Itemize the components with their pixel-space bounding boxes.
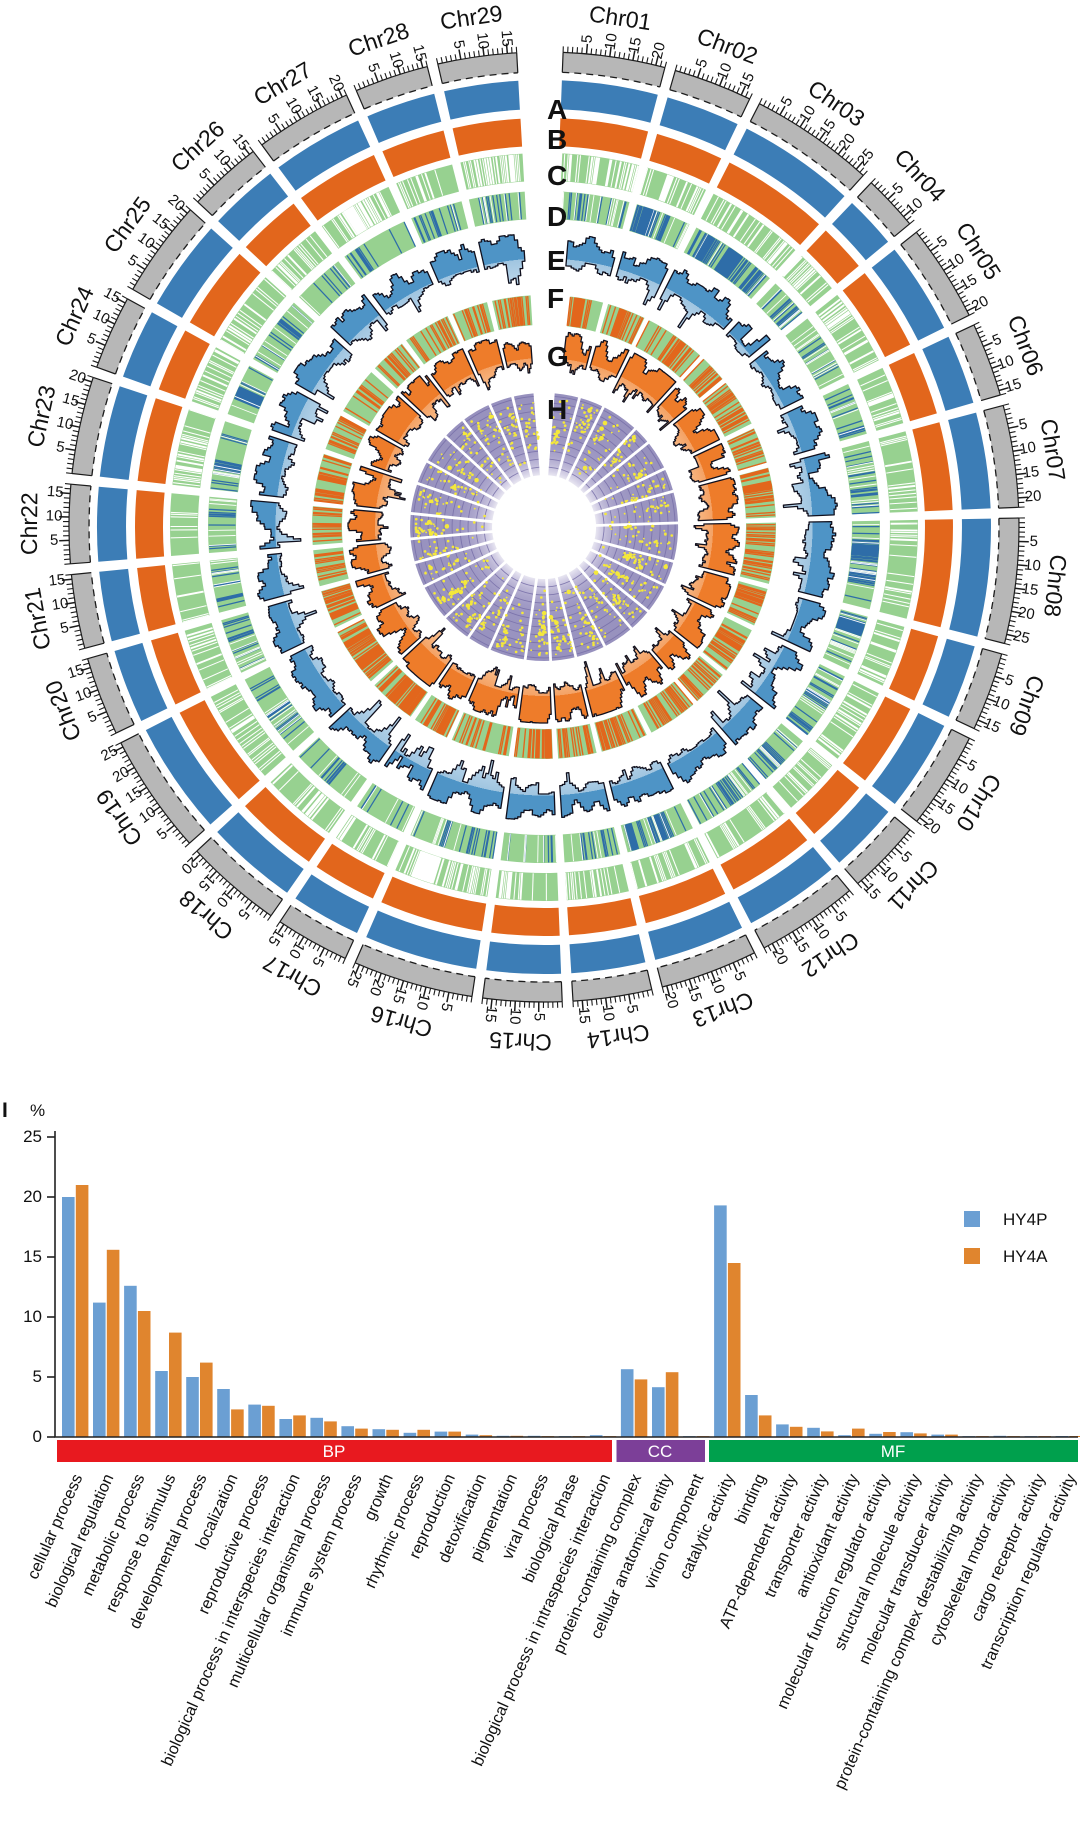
svg-text:15: 15 (65, 661, 86, 682)
svg-text:10: 10 (90, 306, 112, 329)
svg-text:10: 10 (506, 1007, 524, 1025)
svg-text:15: 15 (229, 130, 253, 154)
svg-text:B: B (547, 124, 567, 155)
svg-text:F: F (547, 283, 564, 314)
svg-text:15: 15 (122, 783, 145, 806)
svg-text:15: 15 (1022, 463, 1040, 482)
svg-text:20: 20 (649, 41, 669, 61)
svg-text:20: 20 (67, 366, 88, 387)
svg-text:10: 10 (73, 684, 95, 706)
svg-text:10: 10 (990, 692, 1012, 714)
svg-text:10: 10 (944, 250, 967, 273)
svg-text:15: 15 (816, 116, 840, 139)
svg-text:10: 10 (285, 938, 308, 961)
svg-text:10: 10 (51, 595, 70, 614)
svg-text:Chr22: Chr22 (16, 492, 42, 555)
svg-text:10: 10 (134, 229, 157, 253)
svg-text:10: 10 (23, 1307, 42, 1326)
svg-text:10: 10 (1023, 556, 1041, 574)
svg-text:5: 5 (55, 438, 66, 456)
svg-text:15: 15 (23, 1247, 42, 1266)
svg-text:D: D (547, 201, 567, 232)
svg-text:15: 15 (625, 36, 645, 56)
svg-text:5: 5 (450, 39, 468, 50)
svg-text:10: 10 (46, 507, 63, 524)
svg-text:20: 20 (325, 72, 347, 94)
svg-text:HY4P: HY4P (1003, 1210, 1047, 1229)
svg-text:15: 15 (149, 210, 173, 234)
svg-text:20: 20 (769, 945, 792, 968)
svg-text:%: % (30, 1101, 45, 1120)
svg-text:10: 10 (473, 31, 492, 50)
svg-text:C: C (547, 160, 567, 191)
svg-text:10: 10 (413, 992, 434, 1012)
svg-text:15: 15 (46, 483, 64, 501)
svg-text:5: 5 (1029, 533, 1038, 550)
svg-text:10: 10 (714, 61, 736, 83)
svg-text:20: 20 (835, 130, 859, 154)
svg-text:20: 20 (1024, 487, 1042, 505)
svg-text:15: 15 (60, 390, 81, 411)
svg-text:5: 5 (578, 34, 596, 44)
svg-text:HY4A: HY4A (1003, 1247, 1048, 1266)
svg-text:10: 10 (796, 102, 819, 125)
svg-text:15: 15 (264, 926, 287, 949)
svg-text:10: 10 (602, 32, 621, 51)
svg-text:25: 25 (1011, 627, 1031, 647)
svg-text:25: 25 (98, 742, 121, 765)
svg-text:15: 15 (684, 983, 705, 1004)
svg-text:5: 5 (531, 1013, 548, 1022)
svg-text:10: 10 (386, 49, 407, 70)
svg-text:10: 10 (1018, 439, 1037, 458)
svg-text:15: 15 (789, 933, 812, 956)
svg-text:15: 15 (498, 29, 516, 47)
svg-text:25: 25 (343, 968, 365, 990)
svg-text:H: H (547, 394, 567, 425)
svg-text:20: 20 (920, 815, 944, 839)
svg-text:10: 10 (810, 919, 833, 942)
svg-text:5: 5 (623, 1003, 641, 1014)
svg-text:I: I (2, 1099, 8, 1122)
svg-text:20: 20 (1017, 604, 1036, 624)
svg-text:10: 10 (599, 1003, 618, 1022)
svg-text:E: E (547, 245, 566, 276)
svg-text:15: 15 (736, 70, 758, 92)
svg-text:15: 15 (101, 284, 124, 307)
svg-text:25: 25 (23, 1127, 42, 1146)
svg-text:15: 15 (48, 571, 66, 590)
svg-text:10: 10 (995, 352, 1016, 374)
svg-text:15: 15 (389, 985, 410, 1006)
svg-text:5: 5 (437, 1001, 455, 1013)
svg-text:10: 10 (136, 803, 159, 827)
svg-text:20: 20 (23, 1187, 42, 1206)
svg-text:Chr15: Chr15 (489, 1027, 553, 1056)
svg-text:G: G (547, 341, 569, 372)
svg-text:15: 15 (1021, 580, 1040, 599)
svg-text:5: 5 (59, 619, 71, 637)
svg-text:10: 10 (55, 413, 75, 433)
svg-text:5: 5 (1017, 415, 1029, 433)
svg-text:15: 15 (409, 43, 430, 63)
svg-text:20: 20 (661, 990, 682, 1011)
svg-text:20: 20 (366, 977, 388, 998)
svg-text:15: 15 (575, 1006, 593, 1024)
svg-text:10: 10 (282, 94, 305, 117)
svg-text:CC: CC (648, 1442, 673, 1461)
svg-text:10: 10 (706, 975, 728, 997)
svg-text:15: 15 (934, 795, 957, 818)
svg-text:A: A (547, 94, 567, 125)
svg-text:15: 15 (1003, 375, 1024, 396)
svg-text:0: 0 (33, 1427, 42, 1446)
svg-text:15: 15 (957, 271, 980, 294)
svg-text:15: 15 (303, 83, 326, 106)
svg-text:5: 5 (33, 1367, 42, 1386)
svg-text:15: 15 (481, 1005, 500, 1023)
svg-text:5: 5 (50, 532, 59, 549)
svg-text:BP: BP (323, 1442, 346, 1461)
svg-text:10: 10 (948, 775, 971, 798)
svg-text:20: 20 (110, 763, 133, 786)
svg-text:15: 15 (981, 715, 1003, 737)
svg-text:20: 20 (969, 292, 992, 315)
svg-text:MF: MF (881, 1442, 906, 1461)
